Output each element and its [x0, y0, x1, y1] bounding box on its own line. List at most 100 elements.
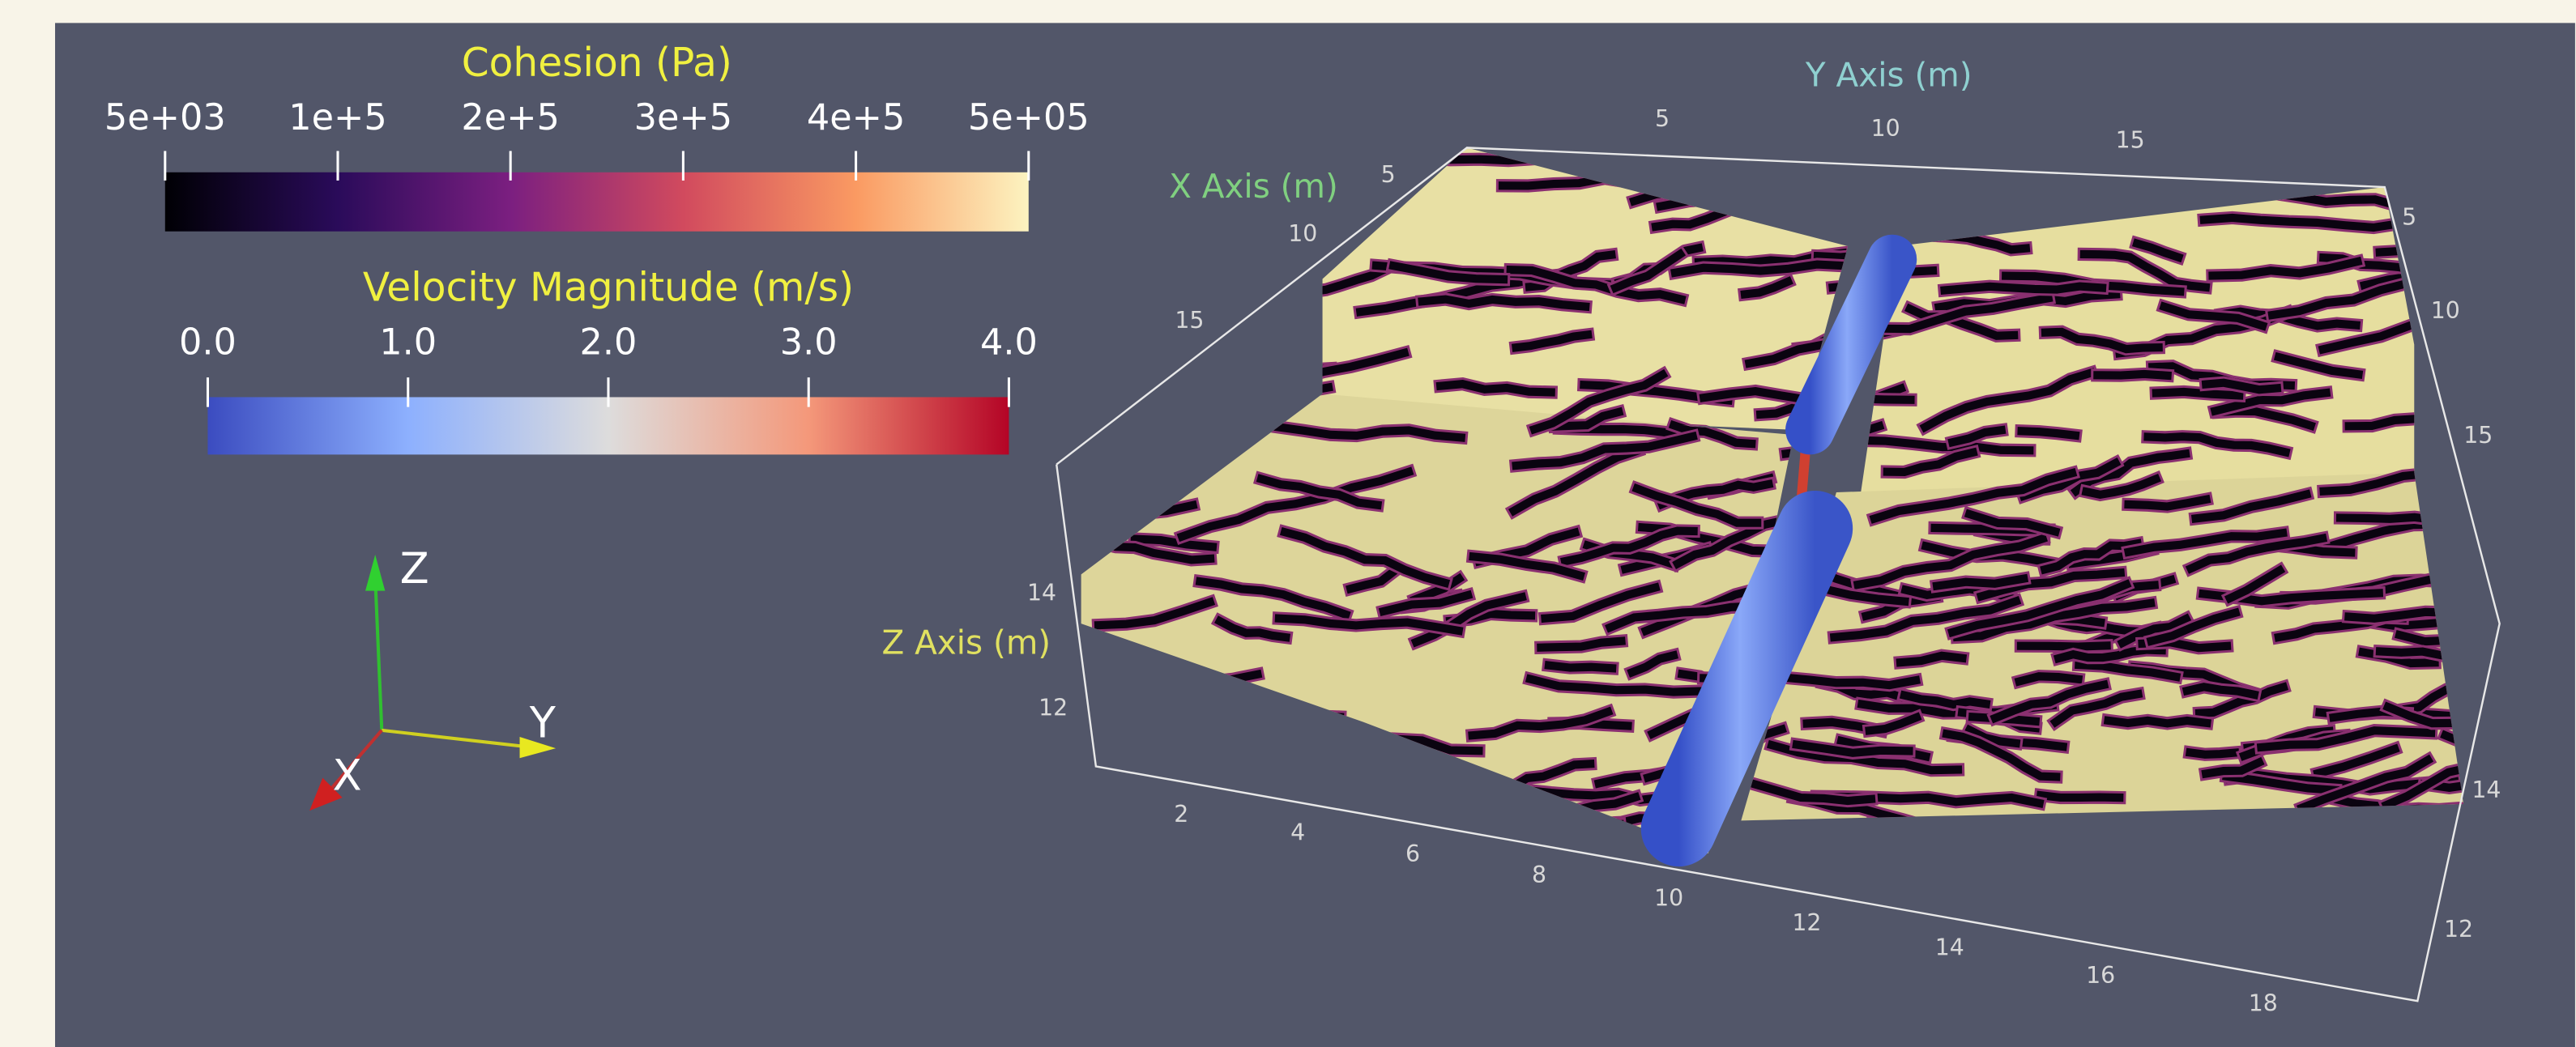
streak	[1435, 380, 1555, 397]
cohesion-colorbar	[164, 172, 1029, 232]
streak	[2159, 301, 2268, 331]
flow	[1640, 234, 1917, 867]
streak	[2049, 689, 2143, 728]
legend-tick-label: 5e+05	[968, 96, 1090, 138]
streak	[2081, 473, 2161, 499]
streak	[2117, 613, 2192, 649]
streak	[1214, 615, 1291, 642]
streak	[1947, 579, 2132, 638]
axis-tick-label: 10	[1871, 115, 1900, 142]
streak	[2185, 533, 2328, 574]
axis-label: Z	[400, 544, 429, 594]
axis-tick-label: 5	[1381, 161, 1396, 188]
streak	[2375, 647, 2464, 663]
streak	[1176, 466, 1414, 543]
streak	[2382, 701, 2464, 757]
streak	[2041, 327, 2163, 354]
legend-tick-label: 2e+5	[461, 96, 560, 138]
streak	[2381, 730, 2464, 811]
streak	[2143, 432, 2291, 458]
orientation-axes: Z Y X	[309, 544, 557, 811]
streak	[2103, 716, 2211, 728]
streak	[2075, 660, 2181, 682]
streak	[1668, 419, 1756, 449]
axis-title: X Axis (m)	[1169, 167, 1338, 206]
streak	[1766, 739, 1963, 775]
streak	[2014, 672, 2083, 687]
legend-title: Cohesion (Pa)	[462, 40, 732, 86]
legend-tick-label: 0.0	[179, 321, 237, 364]
streak	[1919, 368, 2096, 433]
streak	[2124, 494, 2211, 511]
streak	[2053, 645, 2166, 664]
streak	[1670, 260, 1850, 278]
streak	[2222, 772, 2340, 795]
x-arrow	[327, 729, 383, 793]
streak	[1610, 248, 1687, 294]
legend-tick-label: 4.0	[980, 321, 1038, 364]
streak	[1508, 445, 1644, 517]
streak	[2297, 754, 2434, 814]
streak	[1525, 250, 1616, 292]
streak	[2181, 683, 2259, 700]
axis-tick-label: 12	[2444, 916, 2473, 943]
legend-tick-label: 1.0	[379, 321, 437, 364]
axis-tick-label: 2	[1174, 801, 1188, 828]
streak	[2131, 238, 2184, 263]
streak	[1627, 650, 1679, 678]
axis-title: Z Axis (m)	[881, 623, 1051, 662]
streak	[1865, 712, 1922, 735]
streak	[2201, 756, 2265, 779]
axis-tick-label: 15	[2463, 422, 2493, 449]
axis-label: X	[332, 751, 361, 800]
axis-tick-label: 8	[1532, 862, 1546, 888]
streak	[2036, 790, 2124, 802]
streak	[1942, 729, 2061, 781]
axis-tick-label: 4	[1290, 819, 1305, 846]
axis-tick-label: 14	[1027, 580, 1056, 606]
streak	[1651, 206, 1729, 232]
streak	[1388, 261, 1508, 284]
axis-tick-label: 14	[2472, 777, 2501, 803]
streak	[1952, 598, 2156, 642]
streak	[1672, 516, 1787, 570]
streak	[1506, 265, 1687, 304]
streak	[2152, 387, 2244, 400]
streak	[1947, 425, 2007, 448]
axis-tick-label: 16	[2086, 962, 2115, 989]
streak	[1130, 534, 1218, 551]
axis-tick-label: 12	[1792, 909, 1821, 936]
streak	[2273, 351, 2364, 379]
streak	[2208, 256, 2363, 280]
z-arrow	[373, 577, 384, 730]
streak	[1537, 636, 1626, 652]
streak	[2123, 528, 2288, 557]
axis-tick-label: 10	[1288, 220, 1317, 247]
streak	[1877, 293, 2054, 334]
streak	[2016, 641, 2111, 651]
axis-tick-label: 10	[1654, 885, 1683, 912]
axis-tick-label: 15	[2116, 126, 2145, 153]
streak	[2256, 726, 2436, 752]
streak	[1273, 422, 1466, 442]
streak	[2190, 489, 2312, 523]
axis-tick-label: 12	[1039, 695, 1068, 721]
streak	[1853, 533, 2048, 589]
streak	[1631, 483, 1762, 527]
streak	[1869, 468, 2078, 524]
streak	[2199, 213, 2407, 232]
streak	[1559, 526, 1698, 567]
streak	[1964, 509, 2061, 537]
axis-tick-label: 14	[1935, 934, 1964, 960]
streak	[1976, 568, 2126, 602]
legend-tick-label: 2.0	[580, 321, 638, 364]
streak	[2040, 538, 2143, 575]
streak	[1512, 431, 1698, 470]
streak	[1346, 564, 1402, 594]
x-arrow-head	[309, 777, 343, 811]
streak	[1544, 661, 1617, 673]
axis-label: Y	[529, 698, 557, 747]
streak	[1792, 739, 1913, 757]
